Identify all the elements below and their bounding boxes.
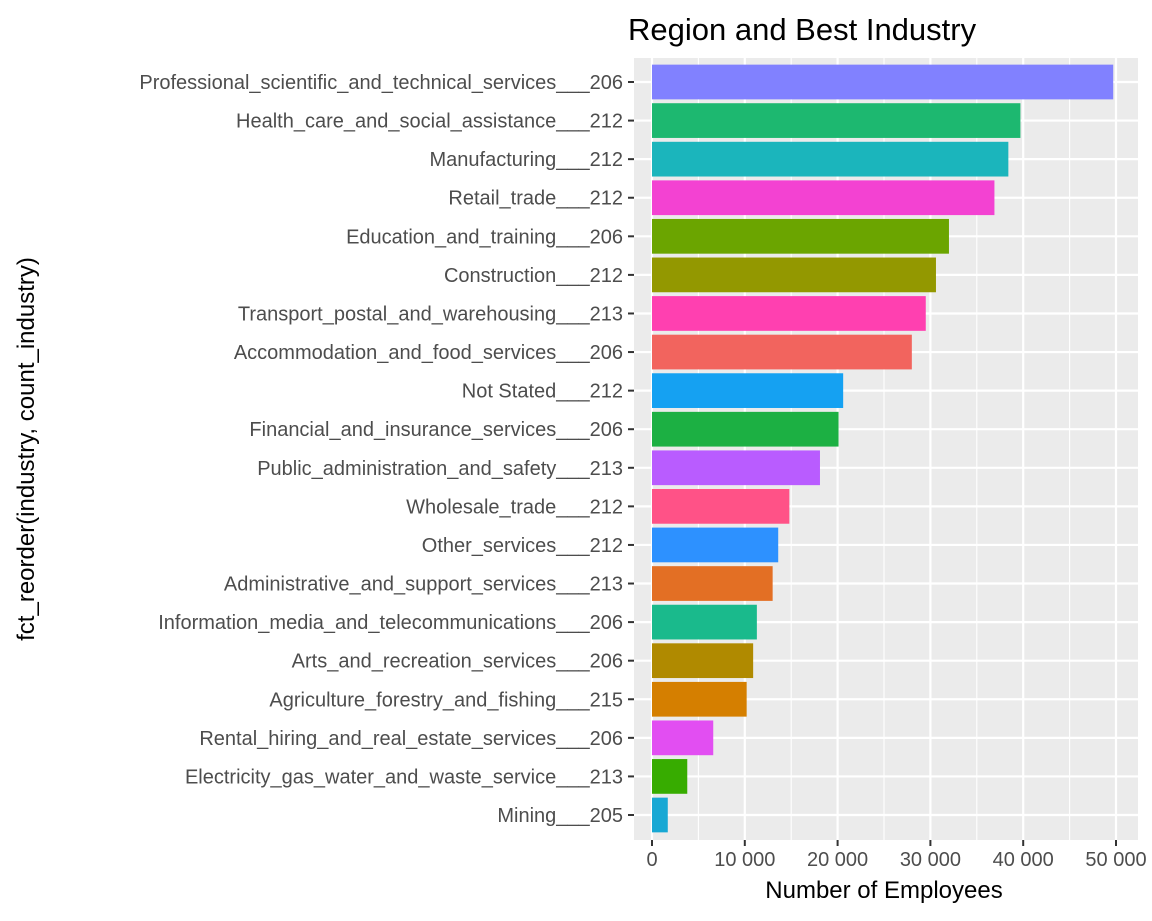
- bar: [652, 218, 949, 254]
- y-tick-label: Agriculture_forestry_and_fishing___215: [269, 689, 623, 711]
- bar: [652, 64, 1114, 100]
- bar: [652, 180, 995, 216]
- y-tick-label: Professional_scientific_and_technical_se…: [139, 72, 623, 94]
- y-tick-label: Administrative_and_support_services___21…: [224, 574, 623, 596]
- y-tick-label: Not Stated___212: [462, 381, 623, 403]
- y-tick-label: Financial_and_insurance_services___206: [249, 419, 623, 441]
- x-tick-label: 0: [646, 849, 657, 871]
- y-tick-label: Electricity_gas_water_and_waste_service_…: [185, 766, 623, 788]
- bars: [652, 64, 1114, 833]
- x-tick-label: 30 000: [900, 849, 961, 871]
- bar: [652, 103, 1021, 138]
- bar: [652, 296, 926, 331]
- bar: [652, 450, 820, 486]
- y-tick-label: Wholesale_trade___212: [406, 496, 623, 518]
- y-axis: Professional_scientific_and_technical_se…: [139, 72, 634, 827]
- x-tick-label: 20 000: [807, 849, 868, 871]
- y-tick-label: Rental_hiring_and_real_estate_services__…: [199, 728, 623, 750]
- y-tick-label: Education_and_training___206: [346, 226, 623, 248]
- x-axis: 0 10 000 20 000 30 000 40 000 50 000: [646, 840, 1147, 871]
- y-tick-label: Accommodation_and_food_services___206: [234, 342, 623, 364]
- x-tick-label: 10 000: [714, 849, 775, 871]
- bar: [652, 720, 714, 756]
- y-tick-label: Public_administration_and_safety___213: [257, 458, 623, 480]
- y-tick-label: Retail_trade___212: [448, 188, 623, 210]
- bar: [652, 643, 754, 679]
- x-tick-label: 50 000: [1085, 849, 1146, 871]
- bar: [652, 566, 773, 601]
- bar: [652, 411, 839, 447]
- bar: [652, 604, 757, 640]
- y-tick-label: Construction___212: [444, 265, 623, 287]
- y-tick-label: Manufacturing___212: [430, 149, 623, 171]
- bar: [652, 489, 790, 524]
- y-tick-label: Information_media_and_telecommunications…: [158, 612, 623, 634]
- bar: [652, 257, 936, 293]
- y-tick-label: Other_services___212: [422, 535, 623, 557]
- y-tick-label: Transport_postal_and_warehousing___213: [238, 303, 623, 325]
- x-tick-label: 40 000: [993, 849, 1054, 871]
- y-tick-label: Mining___205: [497, 805, 623, 827]
- bar: [652, 759, 688, 794]
- x-axis-title: Number of Employees: [765, 877, 1002, 904]
- bar: [652, 373, 844, 408]
- chart-title: Region and Best Industry: [628, 12, 977, 47]
- y-tick-label: Health_care_and_social_assistance___212: [236, 111, 623, 133]
- bar: [652, 797, 668, 833]
- bar: [652, 141, 1009, 177]
- bar: [652, 527, 779, 563]
- bar: [652, 334, 912, 370]
- y-tick-label: Arts_and_recreation_services___206: [292, 651, 623, 673]
- bar: [652, 681, 747, 717]
- y-axis-title: fct_reorder(industry, count_industry): [13, 257, 40, 641]
